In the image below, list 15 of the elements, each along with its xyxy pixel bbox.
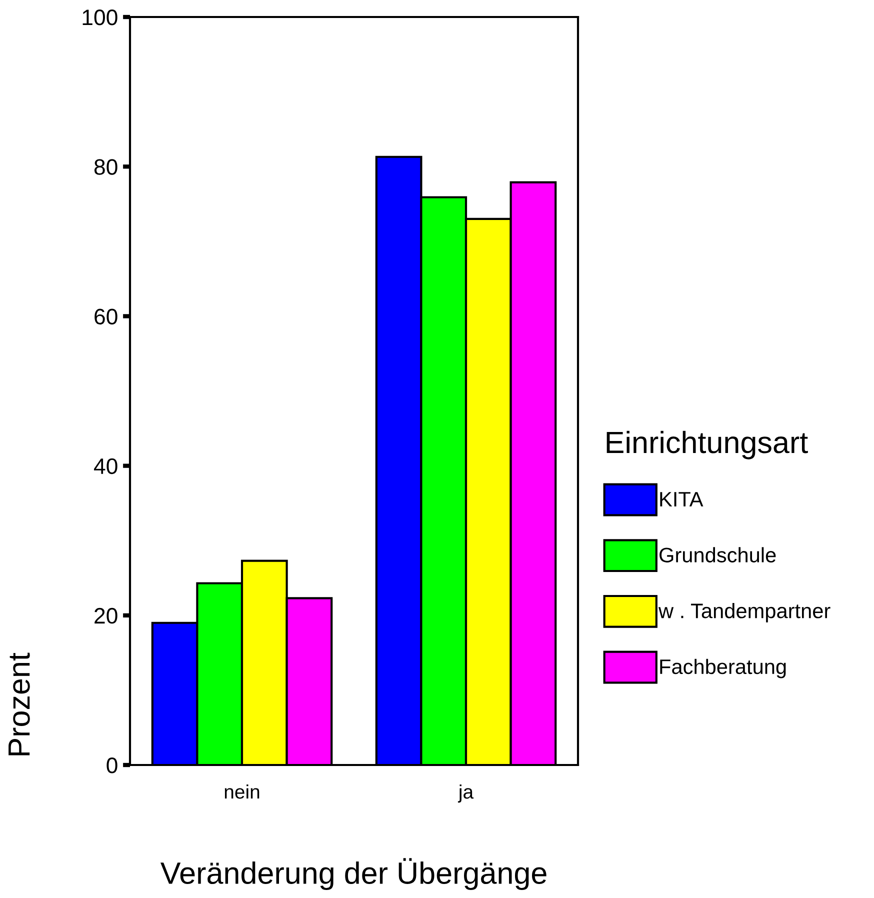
x-tick-label: nein [224,784,260,799]
y-tick-label: 40 [94,458,118,474]
legend-label: Fachberatung [660,658,786,678]
x-tick-label: ja [458,784,474,803]
y-tick-label: 100 [82,10,118,26]
y-axis-title: Prozent [8,652,30,756]
legend-label: Grundschule [660,547,776,562]
y-tick-label: 80 [94,159,118,175]
x-axis-title: Veränderung der Übergänge [160,858,546,890]
y-tick-label: 20 [94,608,118,624]
legend-label: w . Tandempartner [658,602,830,622]
y-tick-label: 60 [94,308,118,324]
legend-title: Einrichtungsart [606,430,808,460]
y-tick-label: 0 [106,758,118,774]
legend-label: KITA [660,492,704,506]
